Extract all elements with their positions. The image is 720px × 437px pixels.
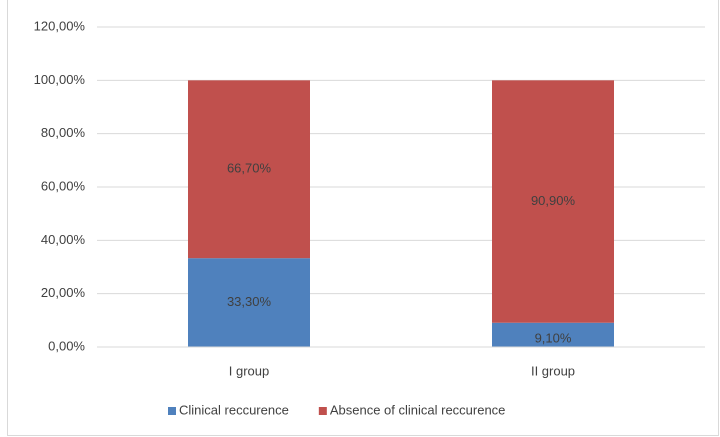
legend-label: Absence of clinical reccurence: [330, 402, 506, 417]
legend-swatch: [168, 407, 176, 415]
data-label: 90,90%: [531, 193, 576, 208]
data-label: 66,70%: [227, 161, 272, 176]
y-tick-label: 120,00%: [34, 18, 86, 33]
bar-segment: [188, 80, 310, 259]
y-tick-label: 60,00%: [41, 178, 86, 193]
y-tick-label: 100,00%: [34, 72, 86, 87]
data-label: 9,10%: [535, 330, 572, 345]
y-tick-label: 0,00%: [48, 338, 85, 353]
bar-segment: [188, 258, 310, 347]
bar-segment: [492, 322, 614, 347]
x-tick-label: I group: [229, 363, 269, 378]
bar-segment: [492, 80, 614, 323]
data-label: 33,30%: [227, 294, 272, 309]
legend-swatch: [318, 407, 327, 415]
y-tick-label: 40,00%: [41, 232, 86, 247]
legend-label: Clinical reccurence: [179, 402, 289, 417]
x-tick-label: II group: [531, 363, 575, 378]
y-tick-label: 80,00%: [41, 125, 86, 140]
y-tick-label: 20,00%: [41, 285, 86, 300]
